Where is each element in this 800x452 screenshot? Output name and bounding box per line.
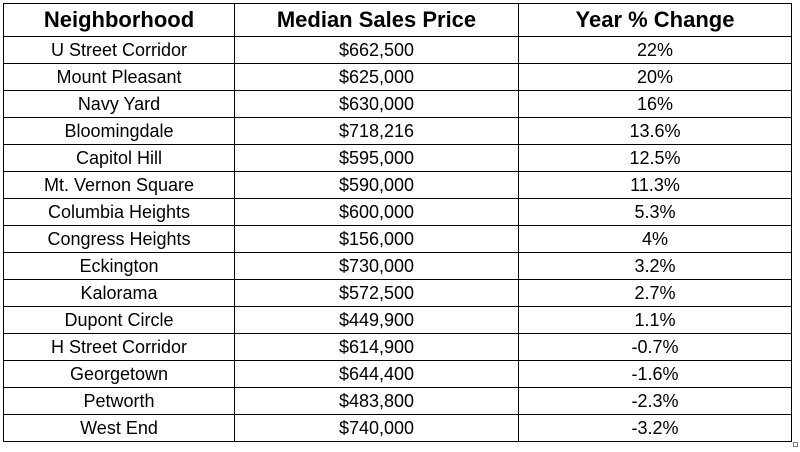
median-price-cell: $718,216 [234, 117, 519, 145]
year-change-cell: 4% [518, 225, 792, 253]
table-row: Bloomingdale $718,216 13.6% [3, 117, 792, 145]
median-price-cell: $625,000 [234, 63, 519, 91]
neighborhood-cell: Mt. Vernon Square [3, 171, 235, 199]
sales-price-table: Neighborhood Median Sales Price Year % C… [3, 3, 792, 442]
median-price-cell: $644,400 [234, 360, 519, 388]
column-header-year-change: Year % Change [518, 3, 792, 37]
table-row: Georgetown $644,400 -1.6% [3, 360, 792, 388]
year-change-cell: -2.3% [518, 387, 792, 415]
year-change-cell: 16% [518, 90, 792, 118]
neighborhood-cell: Capitol Hill [3, 144, 235, 172]
median-price-cell: $740,000 [234, 414, 519, 442]
table-row: U Street Corridor $662,500 22% [3, 36, 792, 64]
year-change-cell: 11.3% [518, 171, 792, 199]
year-change-cell: 13.6% [518, 117, 792, 145]
table-row: H Street Corridor $614,900 -0.7% [3, 333, 792, 361]
table-row: Mount Pleasant $625,000 20% [3, 63, 792, 91]
neighborhood-cell: Petworth [3, 387, 235, 415]
table-row: Eckington $730,000 3.2% [3, 252, 792, 280]
table-row: Capitol Hill $595,000 12.5% [3, 144, 792, 172]
table-row: Petworth $483,800 -2.3% [3, 387, 792, 415]
year-change-cell: 5.3% [518, 198, 792, 226]
year-change-cell: 2.7% [518, 279, 792, 307]
median-price-cell: $572,500 [234, 279, 519, 307]
neighborhood-cell: Columbia Heights [3, 198, 235, 226]
median-price-cell: $595,000 [234, 144, 519, 172]
table-row: Congress Heights $156,000 4% [3, 225, 792, 253]
neighborhood-cell: Dupont Circle [3, 306, 235, 334]
table-row: Columbia Heights $600,000 5.3% [3, 198, 792, 226]
resize-handle[interactable] [793, 442, 798, 447]
year-change-cell: -1.6% [518, 360, 792, 388]
year-change-cell: -0.7% [518, 333, 792, 361]
column-header-median-sales-price: Median Sales Price [234, 3, 519, 37]
median-price-cell: $662,500 [234, 36, 519, 64]
year-change-cell: 12.5% [518, 144, 792, 172]
neighborhood-cell: Bloomingdale [3, 117, 235, 145]
year-change-cell: 3.2% [518, 252, 792, 280]
median-price-cell: $630,000 [234, 90, 519, 118]
column-header-neighborhood: Neighborhood [3, 3, 235, 37]
neighborhood-cell: Eckington [3, 252, 235, 280]
median-price-cell: $590,000 [234, 171, 519, 199]
median-price-cell: $449,900 [234, 306, 519, 334]
neighborhood-cell: U Street Corridor [3, 36, 235, 64]
table-row: Mt. Vernon Square $590,000 11.3% [3, 171, 792, 199]
table-row: West End $740,000 -3.2% [3, 414, 792, 442]
neighborhood-cell: West End [3, 414, 235, 442]
neighborhood-cell: Navy Yard [3, 90, 235, 118]
median-price-cell: $156,000 [234, 225, 519, 253]
median-price-cell: $614,900 [234, 333, 519, 361]
neighborhood-cell: Georgetown [3, 360, 235, 388]
neighborhood-cell: Kalorama [3, 279, 235, 307]
neighborhood-cell: Mount Pleasant [3, 63, 235, 91]
table-header-row: Neighborhood Median Sales Price Year % C… [3, 3, 792, 37]
year-change-cell: 1.1% [518, 306, 792, 334]
year-change-cell: -3.2% [518, 414, 792, 442]
year-change-cell: 22% [518, 36, 792, 64]
table-row: Dupont Circle $449,900 1.1% [3, 306, 792, 334]
median-price-cell: $730,000 [234, 252, 519, 280]
neighborhood-cell: Congress Heights [3, 225, 235, 253]
table-row: Navy Yard $630,000 16% [3, 90, 792, 118]
neighborhood-cell: H Street Corridor [3, 333, 235, 361]
median-price-cell: $483,800 [234, 387, 519, 415]
year-change-cell: 20% [518, 63, 792, 91]
table-row: Kalorama $572,500 2.7% [3, 279, 792, 307]
median-price-cell: $600,000 [234, 198, 519, 226]
